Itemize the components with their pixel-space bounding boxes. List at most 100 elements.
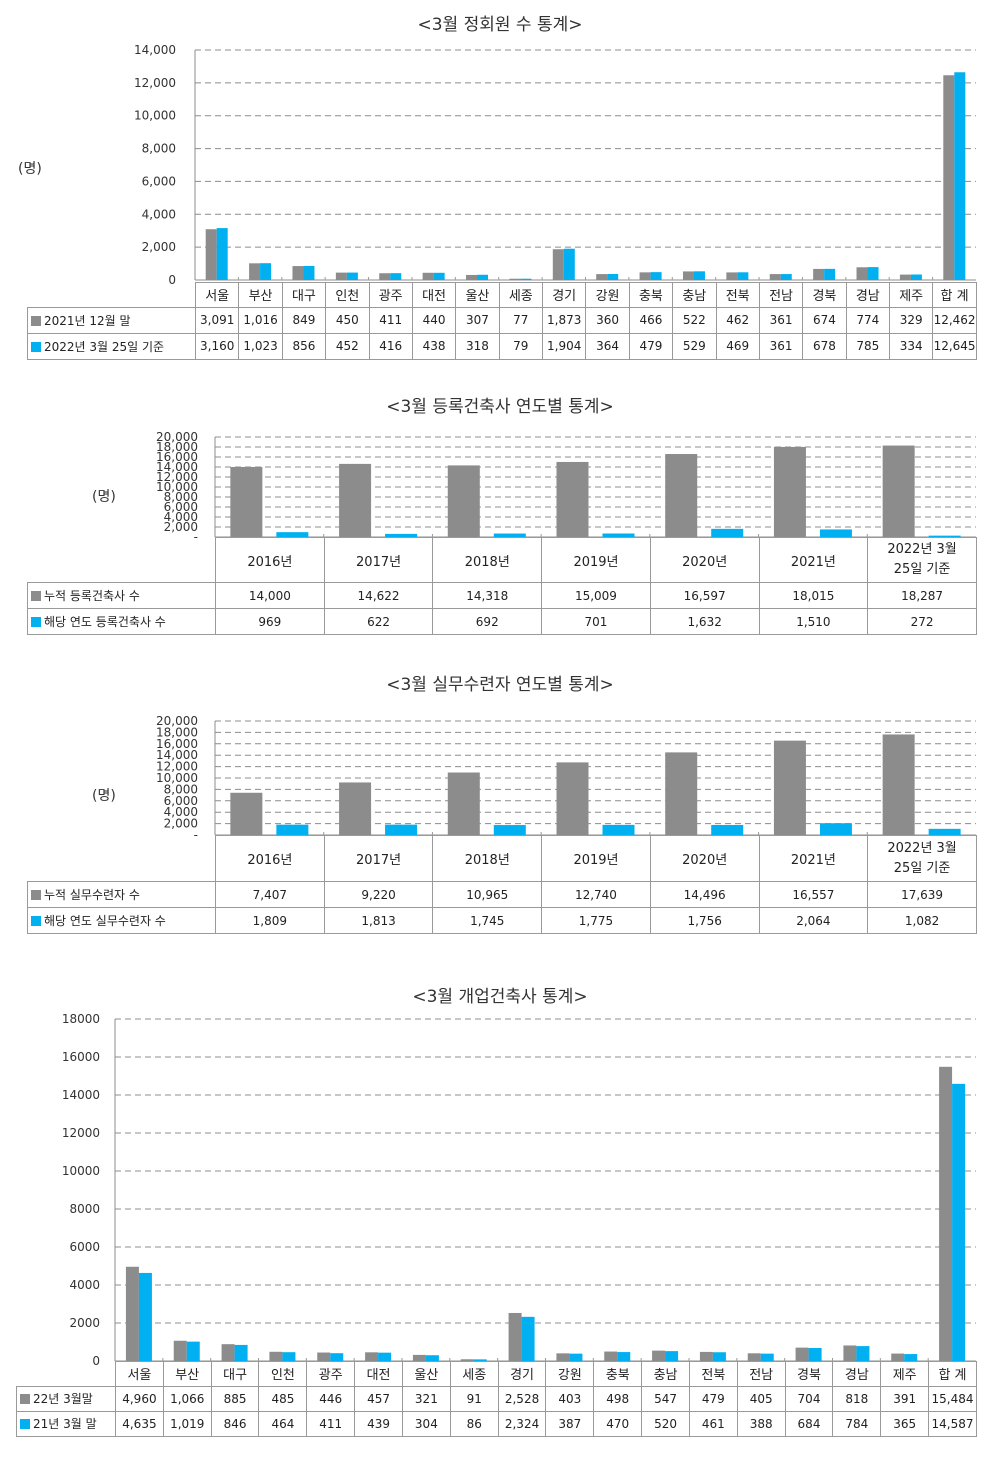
category-label: 전남 (758, 282, 804, 308)
data-cell: 1,873 (541, 306, 587, 334)
category-label: 인천 (325, 282, 370, 308)
bar-series1 (422, 272, 434, 280)
data-cell: 479 (688, 1385, 738, 1412)
data-cell: 3,160 (194, 332, 240, 360)
bar-series2 (282, 1352, 296, 1361)
data-cell: 485 (258, 1385, 308, 1412)
bar-series1 (221, 1344, 235, 1361)
category-label: 경기 (541, 282, 587, 308)
bar-series1 (665, 454, 698, 537)
category-label: 2017년 (323, 537, 434, 583)
category-label: 전북 (715, 282, 760, 308)
bar-series1 (508, 1312, 522, 1361)
y-tick-label: 2,000 (164, 520, 198, 534)
bar-series1 (339, 782, 372, 835)
chart1-plot: 14,000 12,000 10,000 8,000 6,000 4,000 2,000 0 (134, 43, 976, 287)
data-cell: 440 (411, 306, 457, 334)
data-cell: 1,082 (867, 907, 977, 934)
y-tick-label: 12,000 (156, 760, 198, 774)
bar-series2 (711, 528, 744, 537)
data-cell: 4,960 (115, 1385, 164, 1412)
bar-series1 (125, 1266, 139, 1361)
category-label: 2018년 (432, 835, 543, 882)
chart3-ylabel: (명) (92, 788, 116, 804)
data-cell: 678 (802, 332, 847, 360)
data-cell: 411 (306, 1410, 356, 1437)
y-tick-label: 18,000 (156, 440, 198, 454)
data-cell: 79 (498, 332, 544, 360)
data-cell: 272 (867, 608, 977, 635)
data-cell: 969 (215, 608, 325, 635)
category-label: 경북 (802, 282, 847, 308)
y-tick-label: 14,000 (156, 460, 198, 474)
legend-entry: 2022년 3월 25일 기준 (27, 332, 196, 360)
table-row: 21년 3월 말 4,635 1,019 846 464 411 439 304 86 2,324… (16, 1410, 977, 1437)
data-cell: 464 (258, 1410, 308, 1437)
table-row: 해당 연도 등록건축사 수 969 622 692 701 1,632 1,510 272 (27, 608, 977, 635)
bar-series2 (819, 823, 852, 835)
category-row: 서울 부산 대구 인천 광주 대전 울산 세종 경기 강원 충북 충남 전북 전남 경북 경남 제주 합 계 (27, 282, 977, 308)
data-cell: 12,462 (932, 306, 977, 334)
category-label: 전북 (688, 1361, 738, 1387)
y-tick-label: 4,000 (164, 510, 198, 524)
bar-series1 (665, 752, 698, 835)
data-cell: 365 (880, 1410, 930, 1437)
table-corner (27, 537, 216, 583)
category-row: 서울 부산 대구 인천 광주 대전 울산 세종 경기 강원 충북 충남 전북 전남 경북 경남 제주 합 계 (16, 1361, 977, 1387)
category-label: 서울 (194, 282, 240, 308)
category-label: 2022년 3월 25일 기준 (867, 835, 977, 882)
table-corner (27, 835, 216, 882)
bar-series1 (365, 1352, 379, 1361)
bar-series2 (737, 272, 749, 280)
data-cell: 520 (641, 1410, 690, 1437)
bar-series1 (447, 465, 480, 537)
table-row: 22년 3월말 4,960 1,066 885 485 446 457 321 91 2,528 4… (16, 1385, 977, 1412)
bar-series1 (460, 1359, 474, 1361)
data-cell: 1,019 (162, 1410, 212, 1437)
bar-series2 (346, 272, 358, 280)
bar-series1 (652, 1350, 666, 1361)
bar-series1 (447, 772, 480, 835)
y-tick-label: 6,000 (142, 174, 176, 188)
data-cell: 784 (832, 1410, 882, 1437)
y-tick-label: 10,000 (134, 109, 176, 123)
data-cell: 14,587 (928, 1410, 977, 1437)
legend-entry: 해당 연도 등록건축사 수 (27, 608, 216, 635)
bar-series1 (556, 461, 589, 537)
data-cell: 416 (368, 332, 413, 360)
legend-entry: 22년 3월말 (16, 1385, 116, 1412)
category-label: 2021년 (758, 537, 869, 583)
bar-series2 (330, 1353, 344, 1361)
data-cell: 12,645 (932, 332, 977, 360)
bar-series2 (867, 267, 879, 280)
category-label: 광주 (306, 1361, 356, 1387)
bar-series2 (138, 1272, 152, 1361)
bar-series1 (335, 272, 347, 280)
legend-swatch (31, 890, 41, 900)
data-cell: 361 (758, 306, 804, 334)
data-cell: 466 (628, 306, 674, 334)
legend-entry: 해당 연도 실무수련자 수 (27, 907, 216, 934)
y-tick-label: 6,000 (164, 794, 198, 808)
bar-series2 (260, 263, 272, 280)
bar-series1 (856, 267, 868, 280)
chart2-data-table: 2016년 2017년 2018년 2019년 2020년 2021년 2022년 3월 25… (27, 537, 977, 635)
bar-series1 (412, 1354, 426, 1361)
y-tick-label: 4,000 (164, 805, 198, 819)
bar-series1 (639, 272, 651, 280)
bar-series1 (205, 229, 217, 280)
y-tick-label: 14000 (62, 1088, 100, 1102)
bar-series2 (385, 824, 418, 835)
data-cell: 818 (832, 1385, 882, 1412)
data-cell: 1,756 (649, 907, 760, 934)
category-label: 광주 (368, 282, 413, 308)
data-cell: 846 (210, 1410, 260, 1437)
category-label: 제주 (880, 1361, 930, 1387)
data-cell: 1,813 (323, 907, 434, 934)
series-name: 해당 연도 실무수련자 수 (44, 914, 166, 928)
bar-series2 (910, 274, 922, 280)
chart2-title: <3월 등록건축사 연도별 통계> (386, 397, 614, 417)
table-row: 누적 실무수련자 수 7,407 9,220 10,965 12,740 14,496 16… (27, 881, 977, 908)
bar-series2 (712, 1352, 726, 1361)
data-cell: 77 (498, 306, 544, 334)
